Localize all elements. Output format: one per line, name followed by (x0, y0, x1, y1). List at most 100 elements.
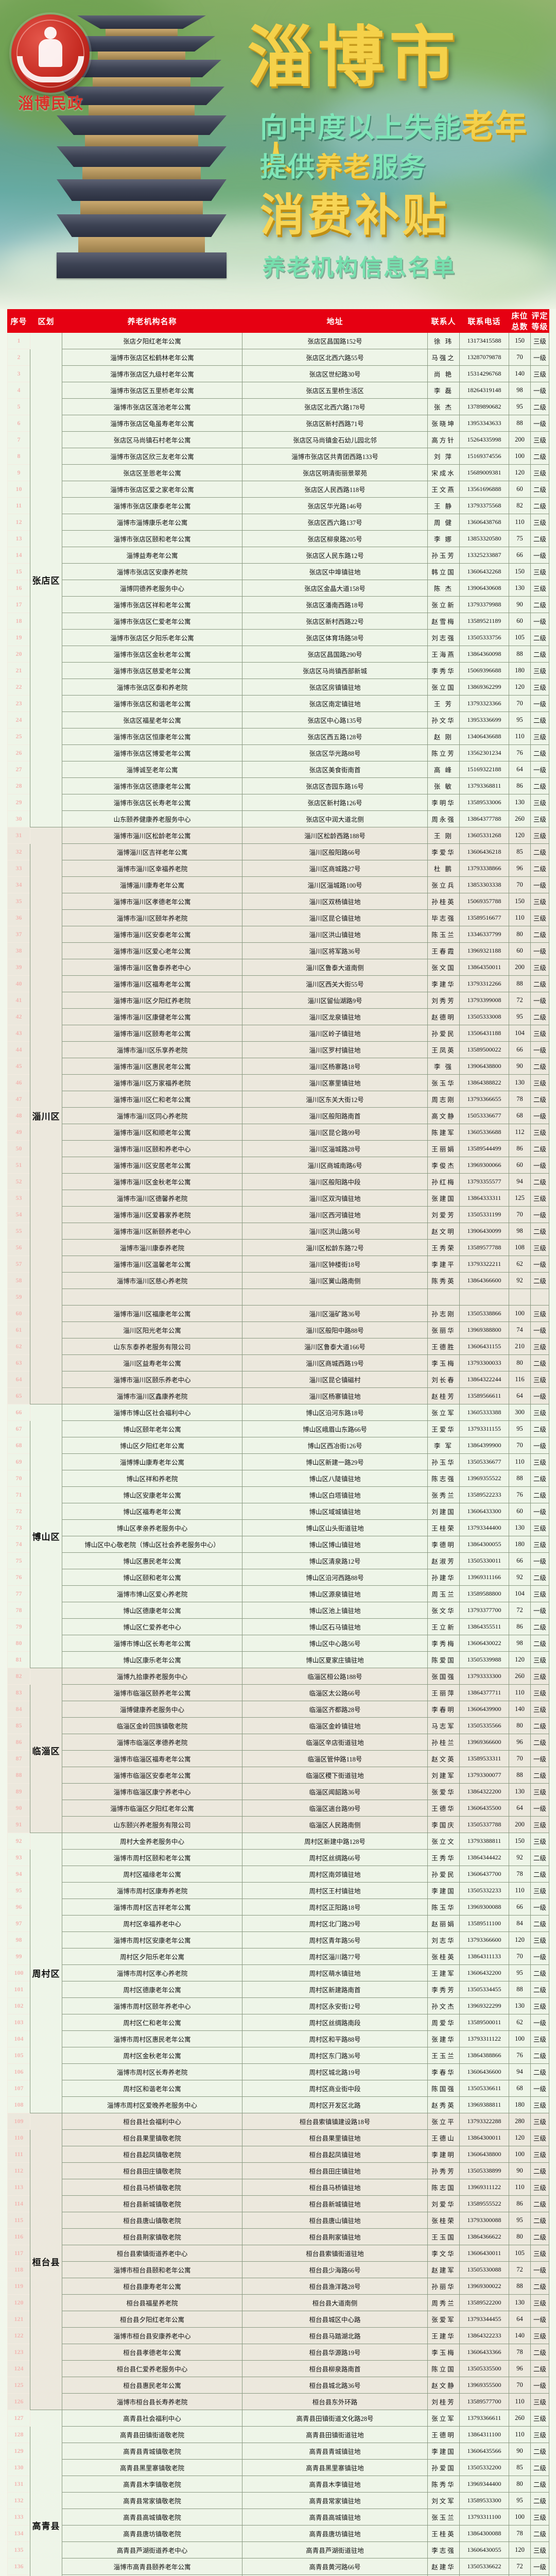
cell-contact: 刘建国 (427, 1503, 460, 1520)
cell-contact: 张玉兰 (427, 2509, 460, 2526)
cell-name: 桓台县索镇街道养老中心 (62, 2245, 242, 2262)
cell-name: 博山区孝亲养老服务中心 (62, 1519, 242, 1536)
cell-index: 66 (7, 1404, 30, 1421)
cell-phone: 13505336677 (459, 1453, 509, 1470)
cell-index: 76 (7, 1569, 30, 1586)
cell-index: 18 (7, 613, 30, 630)
table-row: 49 淄博市淄川区和顺老年公寓 淄川区昆仑路99号 陈建军 13605336688 112… (7, 1124, 549, 1141)
cell-index: 19 (7, 629, 30, 646)
cell-name: 淄博市桓台县安康养老中心 (62, 2327, 242, 2344)
cell-name: 淄博市张店区祥和老年公寓 (62, 596, 242, 613)
cell-index: 25 (7, 728, 30, 745)
cell-contact: 王桂荣 (427, 1519, 460, 1536)
table-row: 112 桓台县田庄镇敬老院 桓台县田庄镇驻地 孙秀芳 13505338899 90 二级 (7, 2162, 549, 2179)
cell-level: 一级 (530, 695, 549, 712)
table-row: 2 淄博市张店区松鹤林老年公寓 张店区北西六路55号 马强之 13287079878 70… (7, 349, 549, 366)
hero-subtitle-1-plain: 向中度以上失能 (260, 112, 462, 143)
cell-index: 4 (7, 382, 30, 399)
cell-phone: 13606432268 (459, 563, 509, 580)
cell-beds: 76 (509, 744, 531, 761)
cell-beds: 90 (509, 2162, 531, 2179)
cell-level: 一级 (530, 1206, 549, 1223)
cell-index: 41 (7, 992, 30, 1009)
cell-contact: 张 敏 (427, 777, 460, 794)
cell-address: 张店区马尚镇金石幼儿园北邻 (242, 431, 428, 448)
table-row: 127 高青县 高青县社会福利中心 高青县田镇街道文化路28号 张立军 137933666… (7, 2410, 549, 2576)
cell-phone: 13864311133 (459, 1948, 509, 1965)
cell-index: 45 (7, 1058, 30, 1075)
cell-name: 山东东泰养老服务有限公司 (62, 1338, 242, 1355)
cell-name: 高青县唐坊镇敬老院 (62, 2525, 242, 2542)
cell-address: 周村区新建中路128号 (242, 1833, 428, 1850)
cell-address: 张店区昌国路290号 (242, 646, 428, 663)
cell-phone: 13505337788 (459, 1816, 509, 1833)
cell-contact: 张丽华 (427, 1321, 460, 1338)
table-row: 84 淄博健康养老服务中心 临淄区齐都路28号 李春明 13606439900 140 三级 (7, 1701, 549, 1718)
table-row: 121 桓台县夕阳红老年公寓 桓台县城区中心路 张爱军 13793344455 64 一级 (7, 2311, 549, 2328)
cell-address: 张店区华光路88号 (242, 744, 428, 761)
civil-affairs-emblem (11, 14, 90, 93)
cell-phone: 13793311122 (459, 2030, 509, 2047)
cell-index: 53 (7, 1190, 30, 1207)
cell-address: 博山区白塔镇驻地 (242, 1486, 428, 1503)
cell-index: 27 (7, 761, 30, 778)
cell-address: 淄川区西河镇驻地 (242, 1206, 428, 1223)
cell-contact: 陈玉华 (427, 1899, 460, 1916)
table-row: 124 桓台县仁爱养老服务中心 桓台县柳泉路南首 陈立国 13505335500 96 二级 (7, 2360, 549, 2377)
cell-phone: 13864377788 (459, 810, 509, 827)
cell-phone: 13864355511 (459, 1618, 509, 1635)
cell-index: 10 (7, 481, 30, 498)
cell-phone: 13606430011 (459, 2245, 509, 2262)
cell-address: 周村区东门路36号 (242, 2047, 428, 2064)
table-row: 56 淄博市淄川康泰养老院 淄川区松龄东路72号 王秀荣 13589577788 108 三… (7, 1239, 549, 1256)
cell-phone: 13589522233 (459, 1486, 509, 1503)
cell-name: 淄博市张店区和谐老年公寓 (62, 695, 242, 712)
cell-beds: 108 (509, 1239, 531, 1256)
cell-level: 二级 (530, 2525, 549, 2542)
cell-address: 高青县芦湖街道驻地 (242, 2541, 428, 2558)
cell-phone: 13406436688 (459, 728, 509, 745)
col-header-contact: 联系人 (427, 309, 460, 333)
cell-beds: 112 (509, 1124, 531, 1141)
table-row: 72 博山区福寿老年公寓 博山区域城镇驻地 刘建国 13606433300 60 一级 (7, 1503, 549, 1520)
cell-name: 博山区德康老年公寓 (62, 1602, 242, 1619)
cell-name: 桓台县社会福利中心 (62, 2113, 242, 2130)
cell-level: 一级 (530, 2261, 549, 2278)
table-row: 48 淄博市淄川区同心养老院 淄川区般阳路南首 高文静 15053336677 68 一级 (7, 1107, 549, 1124)
cell-level: 二级 (530, 1091, 549, 1108)
cell-contact: 周爱华 (427, 2014, 460, 2031)
cell-address: 周村区新建路南首 (242, 1981, 428, 1998)
cell-phone: 13505336611 (459, 2080, 509, 2097)
cell-beds: 64 (509, 761, 531, 778)
table-row: 131 高青县木李镇敬老院 高青县木李镇驻地 陈秀华 13969344400 80 二级 (7, 2476, 549, 2493)
col-header-phone: 联系电话 (459, 309, 509, 333)
cell-name: 淄博市淄川区金秋老年公寓 (62, 1173, 242, 1190)
cell-address: 张店区中润大道北侧 (242, 810, 428, 827)
table-row: 66 博山区 淄博市博山区社会福利中心 博山区沿河东路18号 张立军 1360533338… (7, 1404, 549, 1668)
cell-index: 21 (7, 662, 30, 679)
cell-name: 博山区康乐老年公寓 (62, 1651, 242, 1668)
cell-address: 博山区源泉镇驻地 (242, 1585, 428, 1602)
table-row: 23 淄博市张店区和谐老年公寓 张店区南定镇驻地王 芳 13793323366 70 一级 (7, 695, 549, 712)
cell-index: 115 (7, 2212, 30, 2229)
table-row: 61 淄川区阳光老年公寓 淄川区般阳中路88号 张丽华 13969388800 74 一级 (7, 1321, 549, 1338)
table-head: 序号 区划 养老机构名称 地址 联系人 联系电话 床位总数 评定等级 (7, 309, 549, 333)
cell-index: 13 (7, 530, 30, 547)
cell-contact: 赵丽娟 (427, 1915, 460, 1932)
cell-name: 张店夕阳红老年公寓 (62, 332, 242, 349)
cell-index: 72 (7, 1503, 30, 1520)
cell-address: 临淄区稷下街道驻地 (242, 1767, 428, 1784)
cell-name: 淄川区阳光老年公寓 (62, 1321, 242, 1338)
cell-address: 博山区西冶街126号 (242, 1437, 428, 1454)
cell-level: 三级 (530, 365, 549, 382)
cell-address: 张店区美食街南首 (242, 761, 428, 778)
cell-contact: 李秀梅 (427, 1635, 460, 1652)
table-row: 54 淄博市淄川区爱暮家养老院 淄川区西河镇驻地 刘爱芳 13505331199 70 一级 (7, 1206, 549, 1223)
cell-name: 博山区中心敬老院（博山区社会养老服务中心） (62, 1536, 242, 1553)
cell-level: 三级 (530, 2245, 549, 2262)
table-row: 102 淄博市周村区颐年养老中心 周村区永安街12号 孙文杰 13969322299 13… (7, 1997, 549, 2014)
cell-contact: 张 杰 (427, 398, 460, 415)
cell-phone: 13346337799 (459, 926, 509, 943)
cell-contact: 张国强 (427, 1668, 460, 1685)
cell-name: 淄博市临淄区孝德养老院 (62, 1734, 242, 1751)
